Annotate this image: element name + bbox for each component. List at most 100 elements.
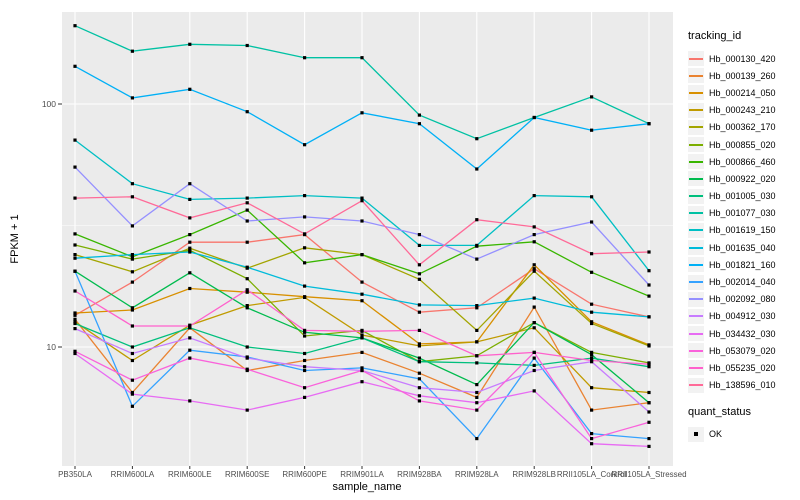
data-point-Hb_000866_460 [532, 240, 536, 244]
legend-key-line [689, 91, 703, 94]
data-point-Hb_001635_040 [417, 303, 421, 307]
x-tick-label: RRIM600LA [110, 470, 155, 479]
data-point-Hb_001635_040 [360, 292, 364, 296]
data-point-Hb_001077_030 [73, 24, 77, 28]
data-point-Hb_001635_040 [245, 265, 249, 269]
data-point-Hb_002014_040 [130, 404, 134, 408]
legend-entry-label: Hb_002092_080 [709, 294, 776, 305]
data-point-Hb_000139_260 [532, 305, 536, 309]
data-point-Hb_053079_020 [647, 420, 651, 424]
data-point-Hb_053079_020 [188, 356, 192, 360]
legend-key-line [689, 246, 703, 249]
legend-entry-Hb_001619_150: Hb_001619_150 [688, 222, 776, 239]
data-point-Hb_000214_050 [417, 342, 421, 346]
legend-key-swatch [688, 154, 704, 170]
quant-key-swatch [688, 426, 704, 442]
legend-key-line [689, 74, 703, 77]
quant-legend-entry: OK [688, 426, 776, 443]
data-point-Hb_000214_050 [130, 308, 134, 312]
data-point-Hb_000922_020 [647, 401, 651, 405]
data-point-Hb_004912_030 [532, 368, 536, 373]
data-point-Hb_004912_030 [73, 327, 77, 331]
data-point-Hb_000922_020 [303, 330, 307, 334]
data-point-Hb_000362_170 [188, 246, 192, 250]
legend-key-swatch [688, 308, 704, 324]
data-point-Hb_138596_010 [532, 225, 536, 229]
legend-entry-Hb_000130_420: Hb_000130_420 [688, 50, 776, 67]
data-point-Hb_000362_170 [647, 344, 651, 348]
data-point-Hb_004912_030 [130, 351, 134, 356]
legend-key-swatch [688, 102, 704, 118]
legend-key-line [689, 332, 703, 335]
legend-key-swatch [688, 188, 704, 204]
data-point-Hb_002092_080 [130, 224, 134, 228]
legend-key-swatch [688, 51, 704, 67]
data-point-Hb_000922_020 [130, 306, 134, 310]
data-point-Hb_053079_020 [417, 399, 421, 403]
data-point-Hb_053079_020 [130, 378, 134, 382]
data-point-Hb_000130_420 [532, 267, 536, 271]
data-point-Hb_138596_010 [417, 263, 421, 267]
legend-entry-Hb_055235_020: Hb_055235_020 [688, 359, 776, 376]
legend-entry-Hb_001005_030: Hb_001005_030 [688, 188, 776, 205]
legend-entry-Hb_004912_030: Hb_004912_030 [688, 308, 776, 325]
legend-key-line [689, 281, 703, 284]
data-point-Hb_000866_460 [360, 253, 364, 257]
data-point-Hb_001005_030 [245, 345, 249, 349]
data-point-Hb_004912_030 [245, 356, 249, 360]
data-point-Hb_001821_160 [417, 122, 421, 126]
legend-entry-Hb_000866_460: Hb_000866_460 [688, 153, 776, 170]
data-point-Hb_000139_260 [360, 350, 364, 354]
data-point-Hb_138596_010 [303, 232, 307, 236]
data-point-Hb_000139_260 [303, 358, 307, 363]
x-tick-label: RRIM600LE [168, 470, 212, 479]
data-point-Hb_001005_030 [73, 321, 77, 326]
data-point-Hb_034432_030 [360, 380, 364, 384]
legend-key-swatch [688, 257, 704, 273]
legend-entry-Hb_002092_080: Hb_002092_080 [688, 291, 776, 308]
data-point-Hb_001619_150 [647, 269, 651, 273]
data-point-Hb_053079_020 [360, 368, 364, 373]
data-point-Hb_001821_160 [532, 115, 536, 120]
quant-legend-title: quant_status [688, 405, 751, 418]
data-point-Hb_000214_050 [532, 263, 536, 267]
data-point-Hb_034432_030 [73, 351, 77, 356]
x-tick-label: RRIM600PE [282, 470, 327, 479]
legend-key-swatch [688, 68, 704, 84]
legend-key-line [689, 263, 703, 266]
data-point-Hb_034432_030 [417, 394, 421, 398]
legend-entry-Hb_034432_030: Hb_034432_030 [688, 325, 776, 342]
data-point-Hb_001635_040 [303, 284, 307, 288]
plot-panel [62, 12, 673, 466]
data-point-Hb_002092_080 [475, 257, 479, 261]
legend-entry-Hb_000922_020: Hb_000922_020 [688, 170, 776, 187]
legend-key-swatch [688, 326, 704, 342]
legend-key-swatch [688, 119, 704, 135]
y-tick-label: 100 [41, 99, 56, 109]
data-point-Hb_002014_040 [417, 377, 421, 381]
legend-key-swatch [688, 377, 704, 393]
data-point-Hb_055235_020 [647, 362, 651, 366]
data-point-Hb_002092_080 [417, 233, 421, 237]
data-point-Hb_001619_150 [417, 243, 421, 247]
legend-entry-label: Hb_001821_160 [709, 259, 776, 270]
data-point-Hb_000139_260 [590, 408, 594, 412]
data-point-Hb_001635_040 [532, 296, 536, 300]
legend-entry-label: Hb_000130_420 [709, 53, 776, 64]
data-point-Hb_001077_030 [188, 42, 192, 46]
data-point-Hb_034432_030 [475, 401, 479, 405]
data-point-Hb_001619_150 [245, 196, 249, 200]
data-point-Hb_001005_030 [417, 360, 421, 364]
data-point-Hb_000130_420 [130, 280, 134, 284]
data-point-Hb_138596_010 [188, 216, 192, 220]
data-point-Hb_001005_030 [130, 345, 134, 349]
data-point-Hb_002092_080 [245, 219, 249, 223]
data-point-Hb_000855_020 [73, 243, 77, 247]
legend-title: tracking_id [688, 30, 742, 42]
data-point-Hb_000855_020 [303, 334, 307, 338]
quant-entry-label: OK [709, 429, 723, 440]
legend-key-line [689, 366, 703, 369]
data-point-Hb_001635_040 [130, 253, 134, 257]
